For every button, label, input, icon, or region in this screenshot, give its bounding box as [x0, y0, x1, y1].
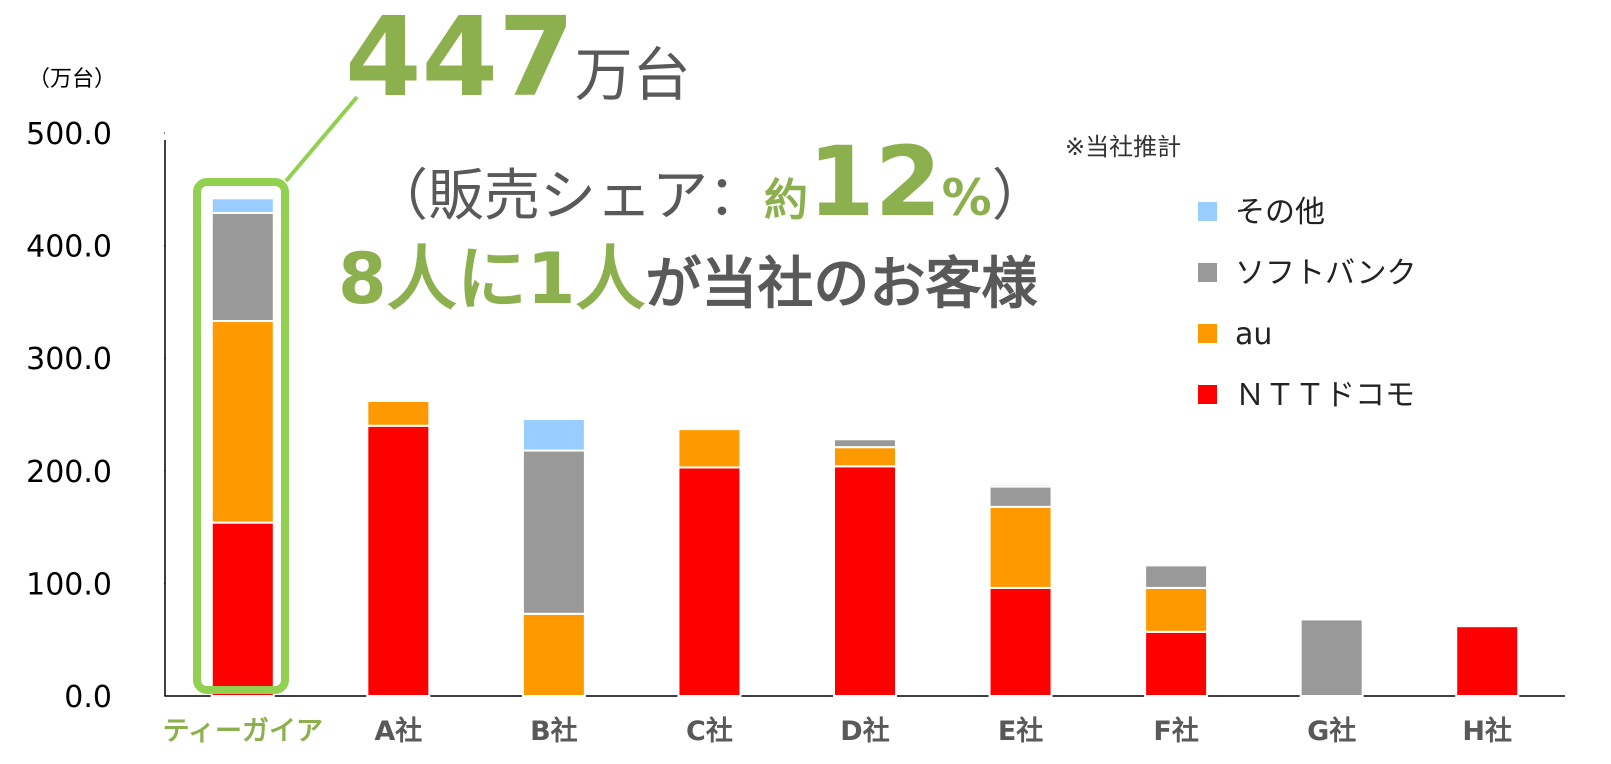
bar-segment — [521, 449, 586, 615]
bar-segment — [210, 320, 275, 524]
x-tick-label: A社 — [374, 715, 422, 747]
y-tick-label: 300.0 — [26, 342, 112, 377]
bar-segment — [366, 399, 431, 427]
x-tick-label: B社 — [530, 715, 578, 747]
bar-segment — [1144, 630, 1209, 697]
bar-segment — [210, 197, 275, 214]
x-tick-label: F社 — [1153, 715, 1198, 747]
legend-label: au — [1235, 317, 1272, 352]
x-tick-label: ティーガイア — [163, 716, 323, 747]
bar-segment — [988, 483, 1053, 488]
x-tick-label: H社 — [1462, 715, 1512, 747]
bar-segment — [1299, 618, 1364, 698]
legend-label: ソフトバンク — [1235, 256, 1417, 291]
legend-label: その他 — [1235, 195, 1325, 230]
bar-segment — [521, 612, 586, 697]
bar-segment — [1455, 625, 1520, 697]
y-tick-label: 100.0 — [26, 567, 112, 602]
bar-segment — [210, 211, 275, 323]
bar-segment — [988, 586, 1053, 697]
bar-segment — [1144, 564, 1209, 589]
bar-segment — [521, 418, 586, 452]
callout-line — [284, 95, 359, 183]
share-callout: （販売シェア：約12%） — [372, 126, 1048, 238]
x-tick-label: C社 — [686, 715, 733, 747]
bar-segment — [833, 438, 897, 449]
share-number: 12 — [808, 126, 942, 238]
legend-label: ＮＴＴドコモ — [1235, 378, 1415, 413]
bar-segment — [677, 428, 742, 469]
bars — [210, 197, 1520, 698]
bar-segment — [677, 466, 742, 697]
legend-swatch — [1198, 202, 1217, 221]
bar-segment — [988, 485, 1053, 508]
total-callout: 447万台 — [345, 0, 691, 121]
x-tick-label: G社 — [1307, 715, 1356, 747]
share-open: （販売シェア： — [372, 164, 764, 229]
y-unit: （万台） — [28, 67, 116, 92]
bar-segment — [366, 424, 431, 697]
total-unit: 万台 — [575, 41, 691, 109]
y-tick-label: 500.0 — [26, 117, 112, 152]
ratio-callout: 8人に1人が当社のお客様 — [338, 238, 1038, 320]
y-tick-label: 200.0 — [26, 455, 112, 490]
bar-segment — [988, 505, 1053, 589]
y-tick-label: 0.0 — [64, 680, 112, 715]
legend-swatch — [1198, 385, 1217, 404]
share-close: ） — [992, 164, 1048, 229]
total: 447 — [345, 0, 575, 121]
highlight-box — [193, 178, 289, 694]
y-tick-label: 400.0 — [26, 230, 112, 265]
share-prefix: 約 — [764, 175, 808, 226]
ratio: 8人に1人 — [338, 238, 645, 320]
ratio-rest: が当社のお客様 — [645, 252, 1038, 317]
legend-swatch — [1198, 263, 1217, 282]
share-percent: % — [942, 169, 992, 227]
legend-swatch — [1198, 324, 1217, 343]
x-tick-label: D社 — [840, 715, 889, 747]
bar-segment — [833, 465, 897, 697]
bar-segment — [833, 446, 897, 468]
bar-segment — [210, 521, 275, 698]
bar-segment — [1144, 586, 1209, 633]
x-tick-label: E社 — [998, 715, 1043, 747]
note: ※当社推計 — [1065, 133, 1181, 161]
